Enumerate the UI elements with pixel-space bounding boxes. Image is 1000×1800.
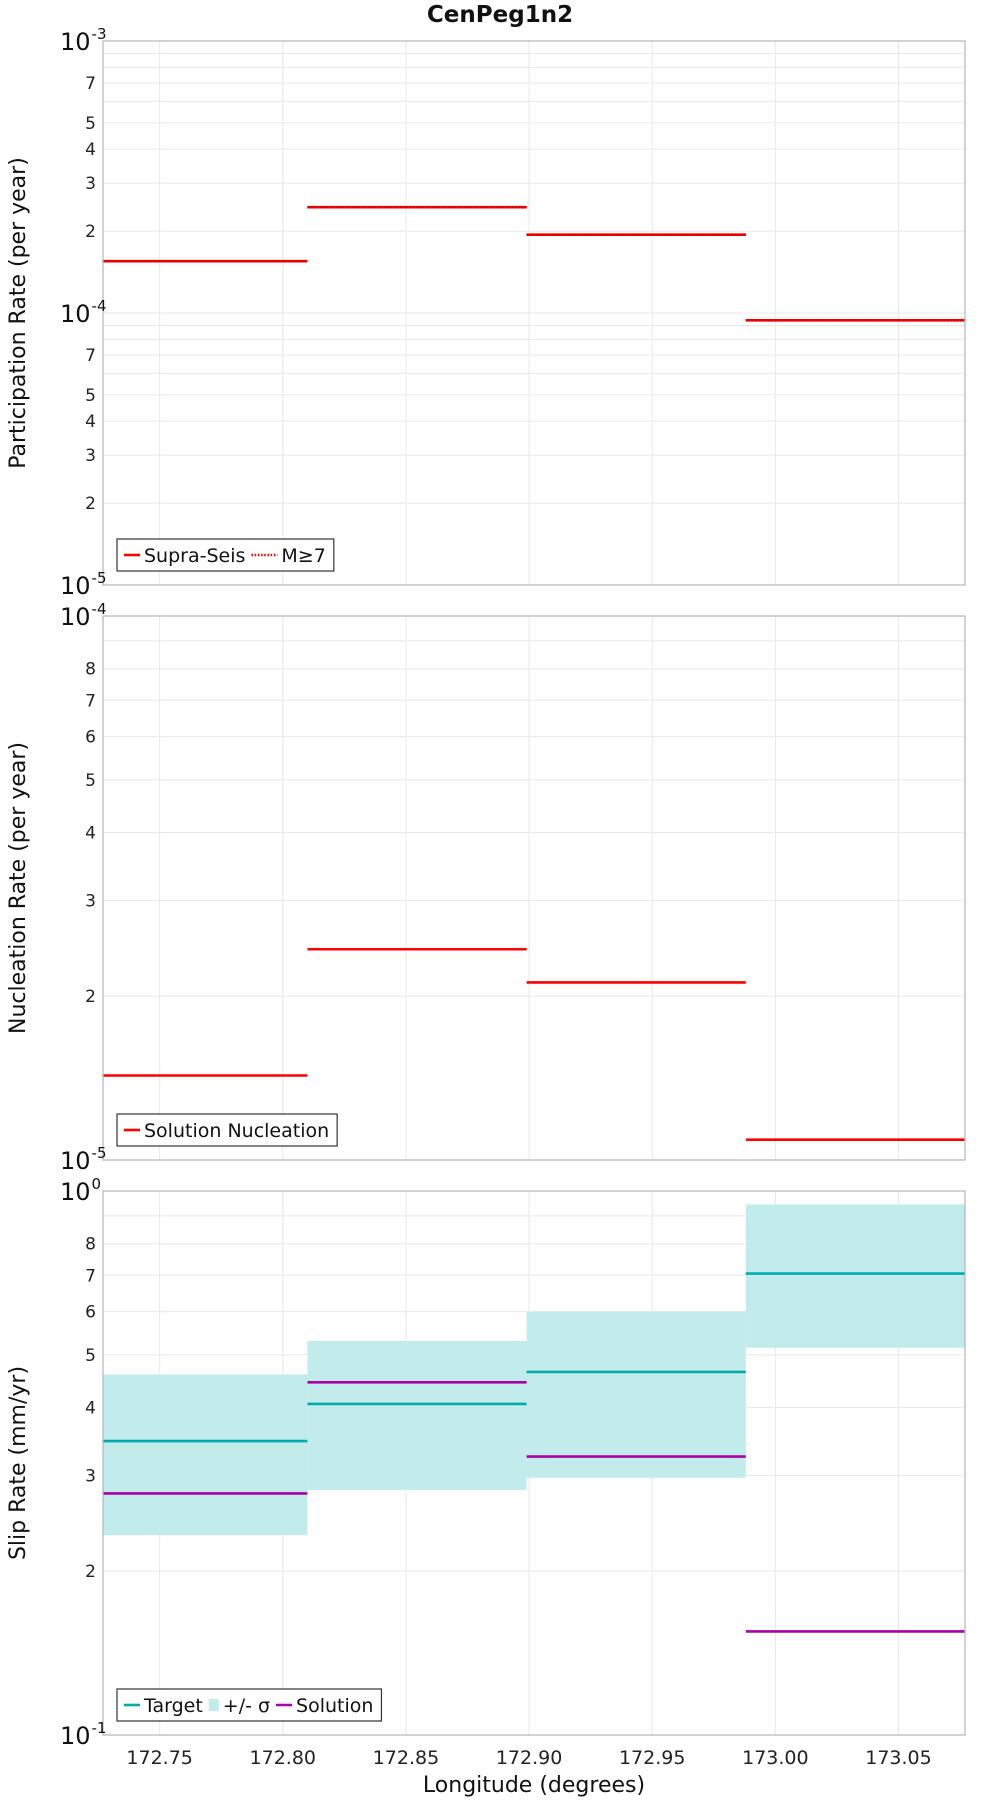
legend-frame xyxy=(116,1113,338,1147)
y-tick-label: 6 xyxy=(85,728,96,748)
y-tick-exponent: -3 xyxy=(92,25,107,43)
y-tick-label-major: 10-1 xyxy=(60,1719,107,1750)
y-tick-label: 3 xyxy=(85,174,96,194)
y-tick-base: 10 xyxy=(60,1178,91,1206)
legend-label: M≥7 xyxy=(281,545,325,567)
chart-title: CenPeg1n2 xyxy=(427,2,573,28)
y-tick-label: 7 xyxy=(85,74,96,94)
x-tick-label: 172.85 xyxy=(373,1747,439,1769)
legend: Target +/- σ Solution xyxy=(116,1688,383,1722)
y-tick-label-major: 100 xyxy=(60,1175,101,1206)
sigma-band-segment xyxy=(307,1340,527,1491)
legend-frame xyxy=(116,538,335,572)
sigma-band-segment xyxy=(745,1204,965,1348)
y-tick-label: 2 xyxy=(85,987,96,1007)
y-tick-label: 5 xyxy=(85,1346,96,1366)
y-tick-label: 2 xyxy=(85,222,96,242)
x-tick-label: 173.05 xyxy=(865,1747,931,1769)
y-tick-exponent: -4 xyxy=(92,297,107,315)
y-tick-label-major: 10-4 xyxy=(60,297,107,328)
sigma-band-segment xyxy=(526,1311,746,1478)
plot-frame xyxy=(102,615,966,1161)
x-axis-title: Longitude (degrees) xyxy=(423,1773,645,1798)
y-tick-exponent: -4 xyxy=(92,600,107,618)
x-tick-label: 173.00 xyxy=(742,1747,808,1769)
legend-label: +/- σ xyxy=(223,1695,270,1717)
plot-area xyxy=(103,947,965,1141)
legend: Solution Nucleation xyxy=(116,1113,338,1147)
legend-frame xyxy=(116,1688,383,1722)
y-tick-label: 4 xyxy=(85,823,96,843)
legend-label: Supra-Seis xyxy=(144,545,245,567)
x-tick-label: 172.90 xyxy=(496,1747,562,1769)
legend-swatch-band xyxy=(208,1699,219,1711)
y-tick-label: 3 xyxy=(85,446,96,466)
legend-label: Target xyxy=(143,1695,203,1717)
x-tick-label: 172.80 xyxy=(250,1747,316,1769)
y-tick-label: 4 xyxy=(85,140,96,160)
y-axis-title: Slip Rate (mm/yr) xyxy=(6,1366,31,1560)
y-tick-exponent: -1 xyxy=(92,1719,107,1737)
y-axis-title: Nucleation Rate (per year) xyxy=(6,742,31,1034)
y-tick-label: 4 xyxy=(85,1398,96,1418)
y-tick-label: 5 xyxy=(85,771,96,791)
y-tick-label-major: 10-4 xyxy=(60,600,107,631)
legend-label: Solution Nucleation xyxy=(144,1120,329,1142)
y-tick-base: 10 xyxy=(60,1147,91,1175)
y-tick-label-major: 10-5 xyxy=(60,569,107,600)
y-tick-label: 2 xyxy=(85,1562,96,1582)
y-tick-label: 8 xyxy=(85,1235,96,1255)
y-tick-label-major: 10-3 xyxy=(60,25,107,56)
y-tick-base: 10 xyxy=(60,1722,91,1750)
y-tick-label: 7 xyxy=(85,346,96,366)
x-tick-label: 172.95 xyxy=(619,1747,685,1769)
y-tick-label: 3 xyxy=(85,891,96,911)
plot-area xyxy=(103,205,965,322)
legend-label: Solution xyxy=(296,1695,373,1717)
sigma-band-segment xyxy=(103,1374,308,1536)
y-tick-base: 10 xyxy=(60,603,91,631)
y-tick-label: 8 xyxy=(85,660,96,680)
y-tick-base: 10 xyxy=(60,28,91,56)
y-tick-label: 4 xyxy=(85,412,96,432)
y-tick-label: 7 xyxy=(85,691,96,711)
y-tick-label: 3 xyxy=(85,1466,96,1486)
y-tick-label: 7 xyxy=(85,1266,96,1286)
y-tick-label: 5 xyxy=(85,114,96,134)
y-axis-title: Participation Rate (per year) xyxy=(6,157,31,469)
y-tick-exponent: 0 xyxy=(92,1175,102,1193)
y-tick-base: 10 xyxy=(60,572,91,600)
plot-frame xyxy=(102,1190,966,1736)
legend: Supra-Seis M≥7 xyxy=(116,538,335,572)
x-tick-label: 172.75 xyxy=(126,1747,192,1769)
y-tick-label: 6 xyxy=(85,1303,96,1323)
y-tick-exponent: -5 xyxy=(92,1144,107,1162)
y-tick-exponent: -5 xyxy=(92,569,107,587)
y-tick-label: 2 xyxy=(85,494,96,514)
y-tick-base: 10 xyxy=(60,300,91,328)
plot-frame xyxy=(102,40,966,586)
y-tick-label: 5 xyxy=(85,386,96,406)
plot-area xyxy=(103,1204,965,1633)
y-tick-label-major: 10-5 xyxy=(60,1144,107,1175)
